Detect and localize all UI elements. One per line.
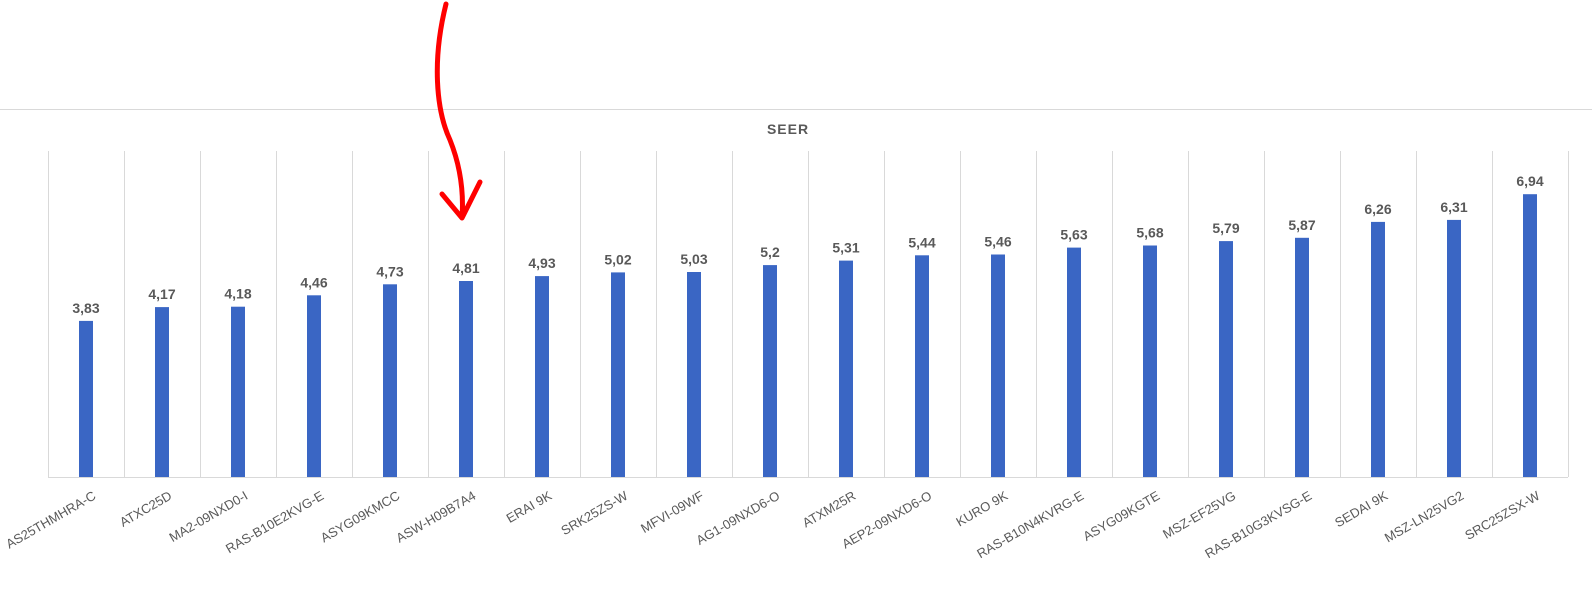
bar	[1067, 247, 1081, 477]
category-label: ERAI 9K	[504, 488, 555, 526]
bar	[1447, 219, 1461, 477]
bar	[611, 272, 625, 477]
bar	[231, 306, 245, 477]
bar	[915, 255, 929, 477]
category-label: SRC25ZSX-W	[1462, 488, 1543, 543]
value-label: 6,31	[1440, 199, 1467, 215]
chart-title: SEER	[767, 121, 809, 137]
value-label: 4,46	[300, 274, 327, 290]
category-label: AG1-09NXD6-O	[693, 488, 782, 548]
category-label: AS25THMHRA-C	[3, 488, 98, 552]
value-label: 5,46	[984, 234, 1011, 250]
value-label: 5,31	[832, 240, 859, 256]
category-label: SRK25ZS-W	[558, 488, 631, 539]
value-label: 5,87	[1288, 217, 1315, 233]
value-label: 5,03	[680, 251, 707, 267]
value-label: 4,73	[376, 263, 403, 279]
value-label: 5,63	[1060, 227, 1087, 243]
bar	[1143, 245, 1157, 477]
bar	[383, 284, 397, 477]
bar	[155, 307, 169, 477]
category-label: KURO 9K	[953, 488, 1010, 530]
category-label: MFVI-09WF	[638, 488, 706, 536]
value-label: 4,93	[528, 255, 555, 271]
category-label: ATXM25R	[800, 488, 859, 530]
value-label: 5,02	[604, 251, 631, 267]
category-label: ATXC25D	[117, 488, 174, 530]
value-label: 5,2	[760, 244, 780, 260]
category-label: ASYG09KGTE	[1080, 488, 1162, 544]
category-labels: AS25THMHRA-C ATXC25DMA2-09NXD0-IRAS-B10E2…	[3, 488, 1543, 562]
bar	[991, 254, 1005, 477]
value-label: 5,68	[1136, 225, 1163, 241]
value-label: 4,18	[224, 286, 251, 302]
value-label: 6,94	[1516, 173, 1543, 189]
value-label: 4,81	[452, 260, 479, 276]
bar	[839, 260, 853, 477]
bars	[79, 194, 1537, 477]
bar	[1219, 241, 1233, 477]
category-label: ASYG09KMCC	[318, 488, 402, 545]
value-label: 4,17	[148, 286, 175, 302]
bar	[307, 295, 321, 477]
value-label: 3,83	[72, 300, 99, 316]
gridlines	[48, 151, 1569, 477]
bar	[79, 320, 93, 477]
bar	[1371, 221, 1385, 477]
value-labels: 3,83 4,17 4,18 4,46 4,73 4,81 4,93 5,02 5,03 5,2 5…	[72, 173, 1543, 316]
value-label: 5,44	[908, 234, 935, 250]
red-arrow-annotation	[434, 1, 483, 221]
bar	[763, 265, 777, 477]
bar	[535, 276, 549, 477]
category-label: SEDAI 9K	[1332, 488, 1390, 530]
bar	[1523, 194, 1537, 477]
bar	[687, 272, 701, 477]
category-label: ASW-H09B7A4	[393, 488, 478, 546]
bar	[459, 281, 473, 477]
bar	[1295, 237, 1309, 477]
category-label: MSZ-LN25VG2	[1382, 488, 1466, 545]
value-label: 5,79	[1212, 220, 1239, 236]
value-label: 6,26	[1364, 201, 1391, 217]
